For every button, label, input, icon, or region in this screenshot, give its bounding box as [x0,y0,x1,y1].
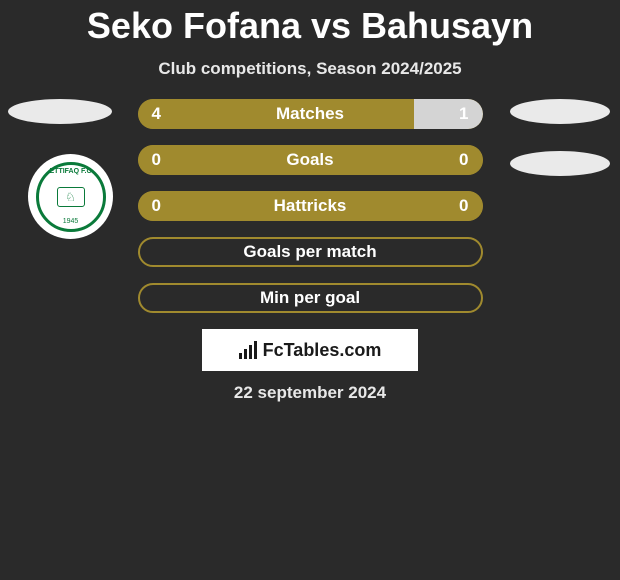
bar-value-right: 0 [459,145,468,175]
comparison-area: ETTIFAQ F.C ♘ 1945 Matches41Goals00Hattr… [0,99,620,403]
bar-label: Min per goal [140,285,481,311]
subtitle: Club competitions, Season 2024/2025 [0,59,620,79]
bar-value-left: 0 [152,191,161,221]
badge-club-name: ETTIFAQ F.C [50,168,92,175]
bar-label: Hattricks [138,191,483,221]
bar-value-left: 0 [152,145,161,175]
bar-label: Goals per match [140,239,481,265]
stat-bar-hattricks: Hattricks0 0 [138,191,483,221]
club-badge: ETTIFAQ F.C ♘ 1945 [28,154,113,239]
logo-inner: FcTables.com [204,331,416,369]
horse-icon: ♘ [65,190,76,204]
bar-label: Matches [138,99,483,129]
stat-bar-min-per-goal: Min per goal [138,283,483,313]
badge-emblem: ♘ [57,187,85,207]
main-container: Seko Fofana vs Bahusayn Club competition… [0,0,620,403]
badge-inner: ETTIFAQ F.C ♘ 1945 [36,162,106,232]
page-title: Seko Fofana vs Bahusayn [0,5,620,47]
bar-value-left: 4 [152,99,161,129]
player-placeholder-right-1 [510,99,610,124]
stat-bar-goals: Goals0 0 [138,145,483,175]
stat-bar-matches: Matches4 1 [138,99,483,129]
stat-bars: Matches41Goals00Hattricks00Goals per mat… [138,99,483,313]
bar-value-right: 0 [459,191,468,221]
fctables-logo: FcTables.com [202,329,418,371]
badge-year: 1945 [63,218,79,225]
chart-icon [239,341,257,359]
player-placeholder-right-2 [510,151,610,176]
stat-bar-goals-per-match: Goals per match [138,237,483,267]
bar-label: Goals [138,145,483,175]
logo-text: FcTables.com [263,340,382,361]
date-label: 22 september 2024 [0,383,620,403]
bar-value-right: 1 [459,99,468,129]
player-placeholder-left [8,99,112,124]
